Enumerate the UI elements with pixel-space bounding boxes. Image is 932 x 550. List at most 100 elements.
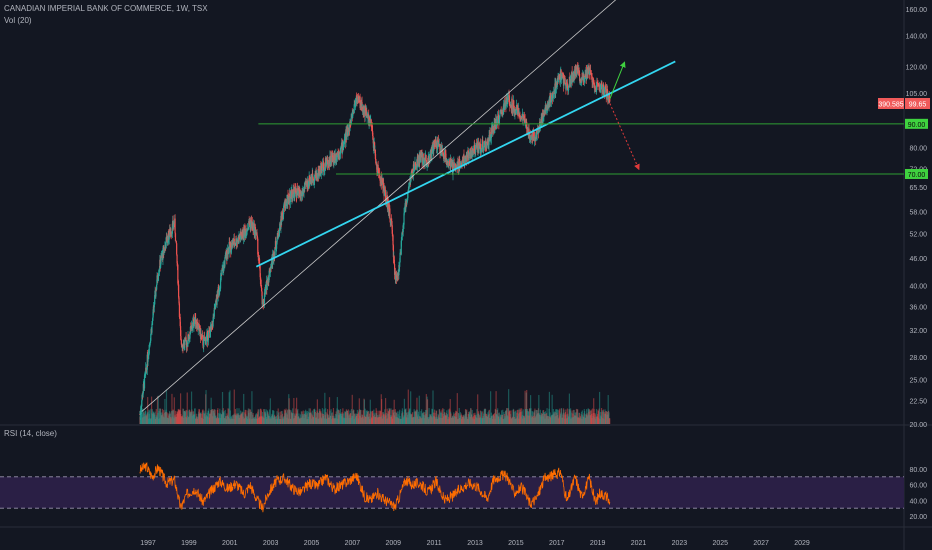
volume-bar — [574, 412, 576, 424]
volume-bar — [277, 412, 280, 424]
volume-bar — [594, 414, 596, 424]
candle-body — [248, 221, 250, 228]
volume-bar — [143, 411, 145, 424]
volume-bar — [537, 413, 539, 424]
candle-body — [315, 170, 317, 177]
volume-bar — [509, 410, 511, 424]
volume-bar — [409, 408, 411, 424]
volume-bar — [571, 417, 574, 424]
volume-bar — [522, 409, 524, 424]
price-tick-label: 58.00 — [909, 210, 927, 217]
volume-bar — [296, 397, 298, 424]
volume-bar — [503, 413, 505, 424]
volume-bar — [456, 393, 458, 424]
volume-bar — [596, 416, 598, 424]
volume-bar — [171, 393, 173, 424]
volume-bar — [183, 410, 186, 424]
volume-bar — [176, 411, 179, 424]
candle-body — [568, 85, 570, 91]
volume-bar — [303, 418, 305, 424]
volume-bar — [167, 417, 169, 424]
volume-bar — [480, 417, 482, 424]
candle-body — [467, 150, 469, 158]
volume-bar — [459, 415, 461, 424]
candle-body — [442, 149, 444, 153]
volume-bar — [568, 409, 570, 424]
volume-bar — [470, 414, 473, 424]
volume-bar — [320, 417, 322, 424]
volume-bar — [150, 408, 152, 424]
volume-bar — [185, 410, 187, 424]
volume-bar — [257, 417, 260, 424]
volume-bar — [274, 416, 276, 424]
volume-bar — [430, 414, 432, 424]
candle-body — [343, 141, 345, 145]
volume-bar — [537, 408, 540, 424]
volume-bar — [278, 416, 280, 424]
volume-bar — [490, 416, 492, 424]
candle-body — [309, 179, 311, 185]
volume-bar — [314, 408, 316, 424]
candle-body — [600, 83, 603, 85]
volume-bar — [348, 415, 350, 424]
volume-bar — [553, 413, 555, 424]
candle-body — [448, 162, 450, 165]
volume-bar — [346, 410, 349, 424]
volume-bar — [598, 408, 600, 424]
volume-bar — [362, 416, 364, 424]
volume-bar — [163, 417, 165, 424]
volume-bar — [322, 415, 324, 424]
candle-body — [281, 213, 284, 216]
candle-body — [475, 143, 478, 148]
volume-bar — [569, 408, 572, 424]
volume-bar — [514, 418, 516, 424]
volume-bar — [360, 410, 362, 424]
candle-body — [551, 92, 554, 100]
volume-bar — [536, 409, 538, 424]
candle-body — [399, 252, 401, 263]
candle-body — [178, 303, 181, 317]
volume-bar — [303, 413, 306, 424]
candle-body — [223, 264, 225, 272]
volume-bar — [210, 410, 213, 424]
candle-body — [237, 240, 239, 242]
volume-bar — [524, 417, 526, 424]
volume-bar — [239, 414, 241, 424]
volume-bar — [593, 398, 595, 424]
volume-bar — [287, 409, 289, 424]
candle-body — [433, 143, 436, 145]
volume-bar — [598, 391, 601, 424]
time-tick-label: 2003 — [263, 540, 279, 547]
volume-bar — [301, 414, 304, 424]
volume-bar — [488, 413, 490, 424]
volume-bar — [298, 413, 300, 424]
trendline-cyan — [255, 60, 676, 268]
volume-bar — [171, 410, 173, 424]
volume-bar — [608, 418, 610, 424]
candle-body — [576, 67, 578, 70]
volume-bar — [370, 417, 373, 424]
candle-body — [468, 153, 470, 161]
volume-bar — [185, 416, 187, 424]
candle-body — [232, 244, 235, 246]
volume-bar — [198, 409, 201, 424]
volume-bar — [566, 414, 568, 424]
volume-bar — [498, 412, 500, 424]
volume-bar — [365, 410, 367, 424]
candle-body — [370, 125, 373, 128]
rsi-tick-label: 80.00 — [909, 467, 927, 474]
volume-bar — [191, 415, 193, 424]
volume-bar — [178, 409, 181, 424]
price-tick-label: 52.00 — [909, 231, 927, 238]
volume-bar — [447, 419, 449, 424]
candle-body — [609, 98, 611, 102]
candle-body — [400, 240, 402, 255]
volume-bar — [335, 414, 338, 424]
volume-bar — [270, 417, 272, 424]
rsi-tick-label: 20.00 — [909, 514, 927, 521]
volume-bar — [331, 413, 333, 424]
volume-bar — [464, 416, 466, 424]
volume-bar — [374, 417, 376, 424]
volume-bar — [604, 409, 606, 424]
